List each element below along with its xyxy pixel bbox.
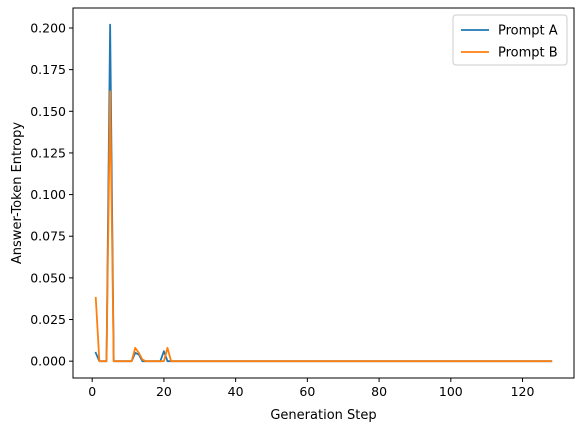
y-tick-label: 0.025 (30, 312, 66, 327)
y-tick-label: 0.175 (30, 62, 66, 77)
legend: Prompt A Prompt B (452, 14, 568, 66)
y-tick-label: 0.050 (30, 270, 66, 285)
y-axis: 0.000 0.025 0.050 0.075 0.100 0.125 0.150 0.175… (30, 20, 73, 369)
series-line-prompt-b (94, 90, 553, 363)
y-tick-label: 0.125 (30, 145, 66, 160)
y-tick-label: 0.150 (30, 104, 66, 119)
y-axis-label: Answer-Token Entropy (10, 122, 25, 264)
x-tick-label: 20 (156, 384, 172, 399)
series-layer (94, 23, 553, 363)
legend-label-prompt-a: Prompt A (498, 24, 558, 39)
y-tick-label: 0.200 (30, 20, 66, 35)
y-tick-label: 0.000 (30, 354, 66, 369)
x-tick-label: 0 (88, 384, 96, 399)
x-axis: 0 20 40 60 80 100 120 (88, 378, 535, 399)
plot-frame (72, 7, 575, 379)
x-tick-label: 40 (228, 384, 244, 399)
x-tick-label: 100 (439, 384, 463, 399)
x-tick-label: 60 (299, 384, 315, 399)
x-axis-label: Generation Step (270, 408, 376, 423)
x-tick-label: 80 (371, 384, 387, 399)
series-line-prompt-a (94, 23, 553, 363)
legend-label-prompt-b: Prompt B (498, 46, 558, 61)
y-tick-label: 0.075 (30, 229, 66, 244)
y-tick-label: 0.100 (30, 187, 66, 202)
x-tick-label: 120 (511, 384, 535, 399)
